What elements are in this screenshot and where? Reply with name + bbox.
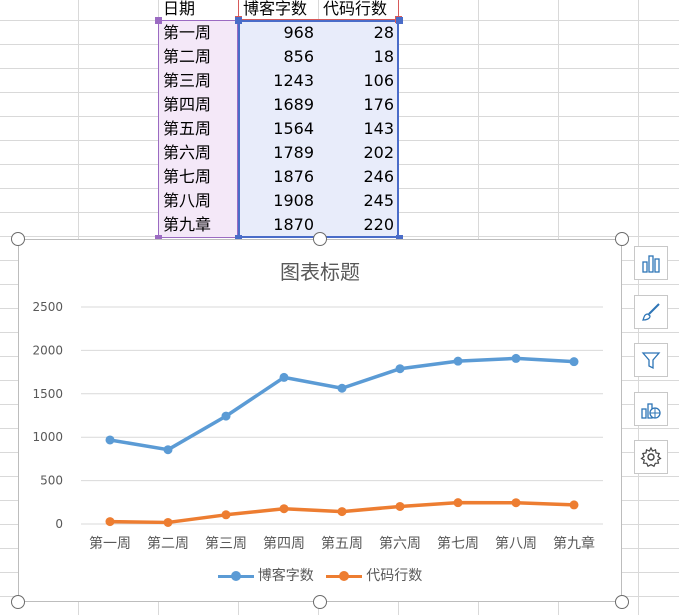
chart-styles-brush-icon (641, 303, 660, 321)
x-tick-label: 第二周 (147, 535, 189, 552)
data-point-series-1 (395, 364, 405, 374)
y-tick-label: 500 (40, 474, 63, 488)
data-point-series-2 (511, 498, 521, 508)
x-tick-label: 第五周 (321, 535, 363, 552)
date-cell[interactable]: 第六周 (163, 143, 212, 162)
data-point-series-2 (569, 500, 579, 510)
y-tick-label: 0 (55, 517, 63, 531)
x-tick-label: 第六周 (379, 535, 421, 552)
data-point-series-1 (569, 357, 579, 367)
value-cell[interactable]: 856 (283, 47, 314, 66)
value-cell[interactable]: 1876 (273, 167, 314, 186)
plot-area[interactable]: 0 500 1000 1500 2000 2500 第一周 第二周 第三周 第四周 第五周 第六周 第七… (19, 240, 623, 603)
line-chart[interactable]: 图表标题 0 500 1000 1500 2000 2500 第一周 第二周 第三周 第四周 第五周… (18, 239, 622, 602)
selection-handle[interactable] (235, 17, 242, 24)
legend-label: 博客字数 (257, 568, 314, 584)
value-cell[interactable]: 1908 (273, 191, 314, 210)
x-tick-label: 第四周 (263, 535, 305, 552)
selection-handle[interactable] (396, 235, 403, 242)
value-cell[interactable]: 1689 (273, 95, 314, 114)
value-cell[interactable]: 1870 (273, 215, 314, 234)
resize-handle-bottom-right[interactable] (615, 595, 629, 609)
resize-handle-top-right[interactable] (615, 232, 629, 246)
date-cell[interactable]: 第三周 (163, 71, 212, 90)
data-point-series-2 (395, 501, 405, 511)
chart-elements-button[interactable] (634, 246, 668, 280)
value-cell[interactable]: 28 (373, 23, 394, 42)
data-point-series-2 (337, 507, 347, 517)
legend-marker-series-2 (326, 571, 363, 581)
x-tick-label: 第八周 (495, 535, 537, 552)
resize-handle-top-left[interactable] (11, 232, 25, 246)
value-cell[interactable]: 176 (363, 95, 394, 114)
value-cell[interactable]: 1243 (273, 71, 314, 90)
y-tick-label: 2000 (32, 343, 63, 357)
data-point-series-2 (221, 510, 231, 520)
selection-handle[interactable] (396, 17, 403, 24)
legend-label: 代码行数 (366, 568, 423, 584)
value-cell[interactable]: 1564 (273, 119, 314, 138)
header-cell[interactable]: 日期 (163, 0, 196, 18)
gear-icon (640, 446, 662, 468)
date-cell[interactable]: 第一周 (163, 23, 212, 42)
data-point-series-1 (511, 353, 521, 363)
y-tick-label: 1500 (32, 387, 63, 401)
date-cell[interactable]: 第八周 (163, 191, 212, 210)
x-tick-label: 第三周 (205, 535, 247, 552)
value-cell[interactable]: 246 (363, 167, 394, 186)
data-point-series-2 (453, 498, 463, 508)
data-point-series-1 (163, 445, 173, 455)
date-cell[interactable]: 第二周 (163, 47, 212, 66)
value-cell[interactable]: 1789 (273, 143, 314, 162)
resize-handle-bottom-left[interactable] (11, 595, 25, 609)
date-cell[interactable]: 第四周 (163, 95, 212, 114)
data-point-series-1 (453, 356, 463, 366)
value-cell[interactable]: 202 (363, 143, 394, 162)
legend-marker-series-1 (217, 571, 254, 581)
chart-map-button[interactable] (634, 392, 668, 426)
data-point-series-1 (221, 411, 231, 421)
chart-legend[interactable]: 博客字数 代码行数 (19, 565, 621, 585)
value-cell[interactable]: 220 (363, 215, 394, 234)
date-cell[interactable]: 第七周 (163, 167, 212, 186)
y-tick-label: 1000 (32, 430, 63, 444)
data-point-series-1 (337, 383, 347, 393)
chart-title[interactable]: 图表标题 (280, 260, 360, 284)
chart-styles-button[interactable] (634, 295, 668, 329)
selection-handle[interactable] (155, 235, 162, 242)
category-range-selection[interactable] (158, 20, 238, 238)
resize-handle-bottom[interactable] (313, 595, 327, 609)
x-tick-label: 第七周 (437, 535, 479, 552)
data-point-series-1 (105, 435, 115, 445)
selection-handle[interactable] (155, 17, 162, 24)
resize-handle-top[interactable] (313, 232, 327, 246)
data-point-series-2 (163, 517, 173, 527)
value-cell[interactable]: 143 (363, 119, 394, 138)
chart-elements-icon (642, 255, 660, 273)
legend-item-series-2[interactable]: 代码行数 (326, 565, 422, 585)
chart-map-icon (641, 403, 661, 419)
value-cell[interactable]: 106 (363, 71, 394, 90)
value-cell[interactable]: 18 (373, 47, 394, 66)
chart-filter-icon (641, 352, 661, 370)
x-tick-label: 第九章 (553, 535, 595, 552)
x-tick-label: 第一周 (89, 535, 131, 552)
value-cell[interactable]: 245 (363, 191, 394, 210)
data-point-series-2 (105, 517, 115, 527)
header-cell[interactable]: 代码行数 (323, 0, 388, 18)
data-point-series-2 (279, 504, 289, 514)
chart-filter-button[interactable] (634, 343, 668, 377)
header-cell[interactable]: 博客字数 (243, 0, 308, 18)
date-cell[interactable]: 第五周 (163, 119, 212, 138)
chart-settings-button[interactable] (634, 440, 668, 474)
y-tick-label: 2500 (32, 300, 63, 314)
selection-handle[interactable] (235, 235, 242, 242)
value-cell[interactable]: 968 (283, 23, 314, 42)
data-point-series-1 (279, 372, 289, 382)
series-line-1 (108, 356, 576, 452)
date-cell[interactable]: 第九章 (163, 215, 212, 234)
header-selection-outline (238, 0, 399, 20)
legend-item-series-1[interactable]: 博客字数 (217, 565, 314, 585)
